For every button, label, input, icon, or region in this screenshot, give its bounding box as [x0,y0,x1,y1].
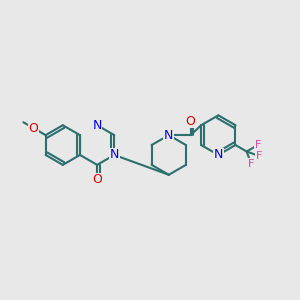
Text: O: O [186,115,196,128]
Text: N: N [110,148,119,161]
Text: N: N [214,148,223,161]
Text: F: F [248,159,254,169]
Text: F: F [255,140,261,150]
Text: N: N [92,119,102,132]
Text: N: N [164,129,173,142]
Text: F: F [256,151,262,161]
Text: O: O [92,173,102,186]
Text: O: O [29,122,39,135]
